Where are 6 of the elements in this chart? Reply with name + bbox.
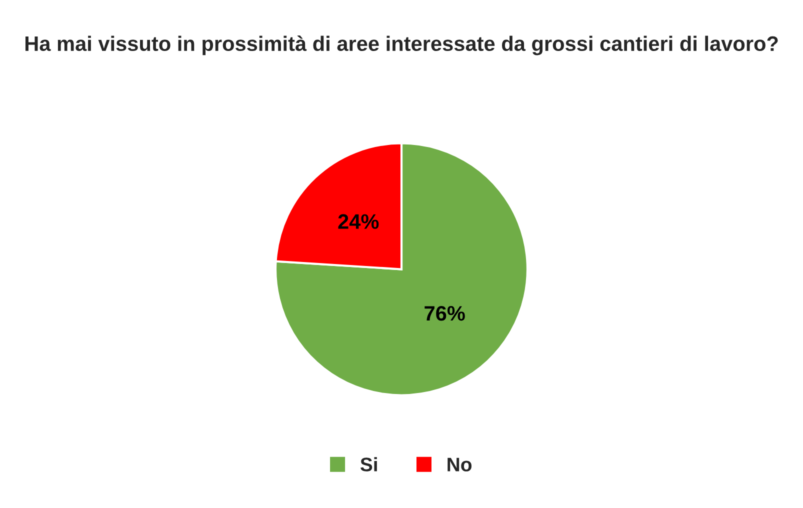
pie-slice	[274, 142, 529, 396]
legend-label: No	[448, 458, 472, 472]
data-label: 24%	[338, 214, 379, 229]
legend-label: Si	[360, 457, 377, 472]
chart-title: Ha mai vissuto in prossimità di aree interessate da grossi cantieri di lavoro?	[25, 36, 778, 56]
data-label: 76%	[424, 306, 465, 321]
